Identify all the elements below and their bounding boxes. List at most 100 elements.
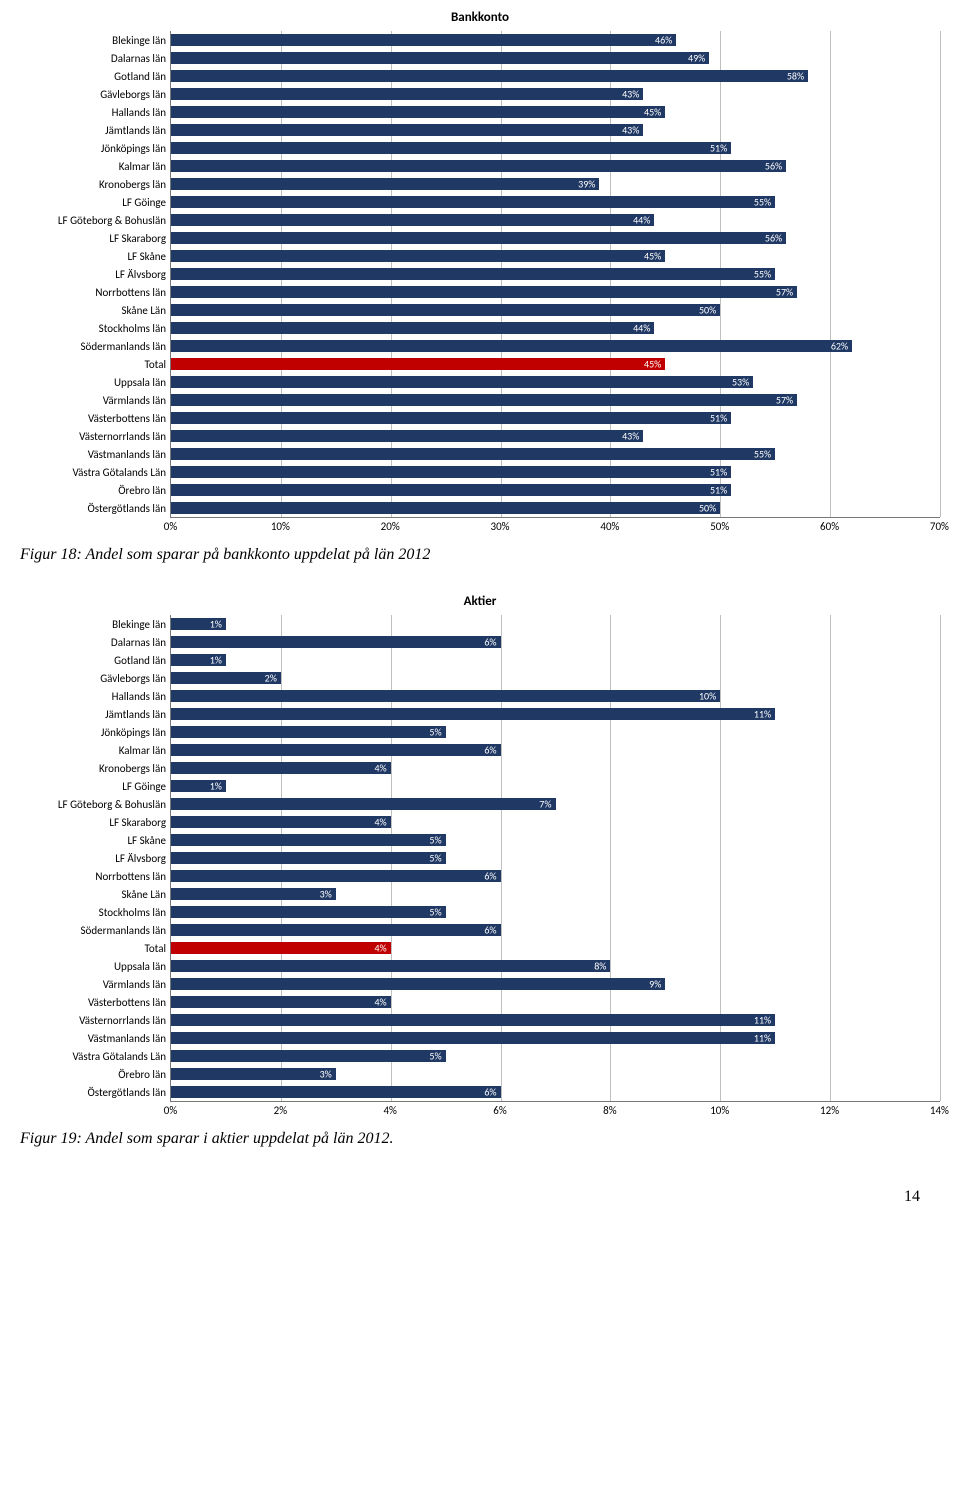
bar: 4% [171,816,391,829]
x-tick: 10% [280,520,281,536]
chart-aktier: Aktier Blekinge länDalarnas länGotland l… [20,594,940,1120]
bar-value-label: 6% [484,743,496,756]
bar-highlight: 45% [171,358,665,371]
bar-row: 45% [171,355,940,373]
bar-row: 4% [171,993,940,1011]
category-label: Östergötlands län [88,499,167,517]
category-label: Västra Götalands Län [73,1047,167,1065]
bar-value-label: 55% [754,267,771,280]
x-tick: 8% [609,1104,610,1120]
bar-value-label: 53% [732,375,749,388]
bar-value-label: 55% [754,195,771,208]
x-axis-row: 0%10%20%30%40%50%60%70% [20,518,940,536]
bar-row: 56% [171,157,940,175]
bar-row: 55% [171,265,940,283]
bar: 50% [171,502,720,515]
bar: 51% [171,466,731,479]
figure-caption: Figur 18: Andel som sparar på bankkonto … [20,546,940,564]
bar-value-label: 51% [710,465,727,478]
bar-row: 6% [171,633,940,651]
bar-value-label: 46% [655,33,672,46]
bar-value-label: 62% [831,339,848,352]
bar-row: 9% [171,975,940,993]
category-label: Dalarnas län [111,633,166,651]
bar: 43% [171,430,643,443]
bar-row: 11% [171,1029,940,1047]
bar-value-label: 1% [210,779,222,792]
bar-row: 55% [171,193,940,211]
bar-row: 44% [171,211,940,229]
plot-area: 1%6%1%2%10%11%5%6%4%1%7%4%5%5%6%3%5%6%4%… [170,615,940,1102]
category-label: Jämtlands län [105,705,166,723]
category-label: Örebro län [118,481,166,499]
bar: 9% [171,978,665,991]
x-tick: 0% [170,520,171,536]
category-label: Gävleborgs län [100,85,166,103]
bar-row: 6% [171,1083,940,1101]
bar: 5% [171,834,446,847]
bar: 6% [171,744,501,757]
x-tick: 60% [829,520,830,536]
bar-value-label: 5% [429,833,441,846]
bar-value-label: 43% [622,123,639,136]
bar-row: 3% [171,1065,940,1083]
bar-value-label: 51% [710,483,727,496]
bar-value-label: 58% [787,69,804,82]
bar-value-label: 43% [622,429,639,442]
bar: 8% [171,960,610,973]
bar: 5% [171,852,446,865]
bar-row: 56% [171,229,940,247]
bar: 56% [171,232,786,245]
bar-row: 58% [171,67,940,85]
y-axis-labels: Blekinge länDalarnas länGotland länGävle… [20,31,170,518]
gridline [940,615,941,1101]
bar: 51% [171,484,731,497]
bar-row: 8% [171,957,940,975]
category-label: Kalmar län [119,157,166,175]
chart-title: Bankkonto [20,10,940,25]
bar: 44% [171,322,654,335]
bar-value-label: 44% [633,321,650,334]
bar: 43% [171,124,643,137]
bar-value-label: 57% [776,285,793,298]
x-axis: 0%10%20%30%40%50%60%70% [170,520,940,536]
category-label: Västmanlands län [88,1029,166,1047]
bar-value-label: 50% [699,501,716,514]
bar-value-label: 3% [320,887,332,900]
bar: 57% [171,286,797,299]
category-label: Skåne Län [121,885,166,903]
category-label: Örebro län [118,1065,166,1083]
bar-row: 7% [171,795,940,813]
bar-row: 6% [171,921,940,939]
bar-row: 51% [171,463,940,481]
gridline [940,31,941,517]
bar-value-label: 7% [539,797,551,810]
bar-row: 6% [171,741,940,759]
bar-value-label: 45% [644,249,661,262]
bar: 1% [171,780,226,793]
bar-value-label: 11% [754,707,771,720]
category-label: LF Skåne [127,247,166,265]
bar-value-label: 51% [710,141,727,154]
bar-row: 2% [171,669,940,687]
bar: 51% [171,142,731,155]
category-label: Total [144,939,166,957]
category-label: Jönköpings län [101,723,166,741]
bar-row: 39% [171,175,940,193]
category-label: LF Skaraborg [109,813,166,831]
bar: 3% [171,888,336,901]
category-label: Blekinge län [112,615,166,633]
bar-row: 51% [171,409,940,427]
bar: 10% [171,690,720,703]
bar-row: 57% [171,391,940,409]
category-label: LF Skåne [127,831,166,849]
bar-value-label: 57% [776,393,793,406]
category-label: LF Göinge [122,193,166,211]
category-label: LF Skaraborg [109,229,166,247]
bars-container: 46%49%58%43%45%43%51%56%39%55%44%56%45%5… [171,31,940,517]
bar: 50% [171,304,720,317]
bar: 55% [171,448,775,461]
bar-row: 11% [171,705,940,723]
bar-row: 11% [171,1011,940,1029]
category-label: Norrbottens län [95,283,166,301]
